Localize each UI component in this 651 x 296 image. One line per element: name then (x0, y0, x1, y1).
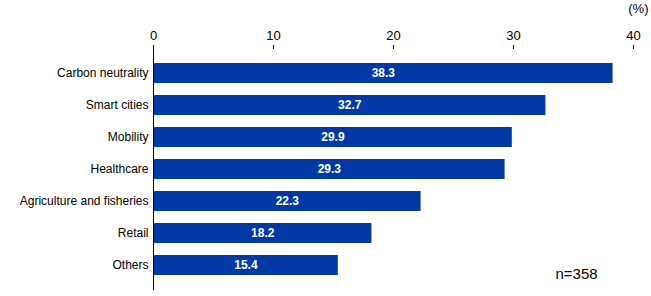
svg-text:22.3: 22.3 (276, 194, 300, 208)
svg-text:Healthcare: Healthcare (90, 162, 148, 176)
svg-text:0: 0 (150, 28, 157, 43)
svg-text:40: 40 (626, 28, 640, 43)
svg-text:n=358: n=358 (556, 265, 598, 282)
svg-text:20: 20 (386, 28, 400, 43)
svg-text:29.9: 29.9 (321, 130, 345, 144)
svg-text:Agriculture and fisheries: Agriculture and fisheries (20, 194, 149, 208)
svg-text:38.3: 38.3 (372, 66, 396, 80)
svg-text:Carbon neutrality: Carbon neutrality (57, 66, 148, 80)
svg-text:Retail: Retail (118, 226, 149, 240)
svg-text:(%): (%) (628, 1, 648, 16)
svg-text:29.3: 29.3 (318, 162, 342, 176)
svg-text:30: 30 (506, 28, 520, 43)
svg-text:Mobility: Mobility (108, 130, 149, 144)
svg-text:32.7: 32.7 (338, 98, 362, 112)
svg-text:18.2: 18.2 (251, 226, 275, 240)
svg-text:15.4: 15.4 (234, 258, 258, 272)
svg-text:10: 10 (266, 28, 280, 43)
svg-text:Smart cities: Smart cities (86, 98, 149, 112)
svg-text:Others: Others (112, 258, 148, 272)
